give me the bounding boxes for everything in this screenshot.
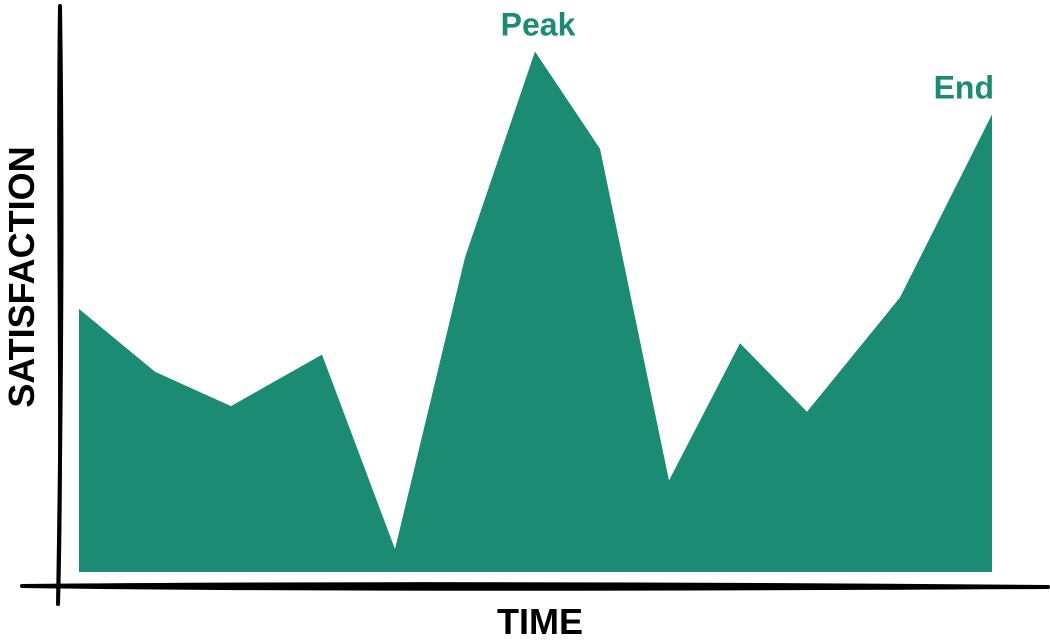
x-axis [20,582,1050,591]
x-axis-label: TIME [497,601,583,642]
y-axis-label: SATISFACTION [1,146,42,407]
annotations: Peak End [501,6,994,105]
area-series [79,51,992,572]
annotation-peak: Peak [501,6,576,42]
annotation-end: End [934,69,994,105]
y-axis [56,4,64,606]
